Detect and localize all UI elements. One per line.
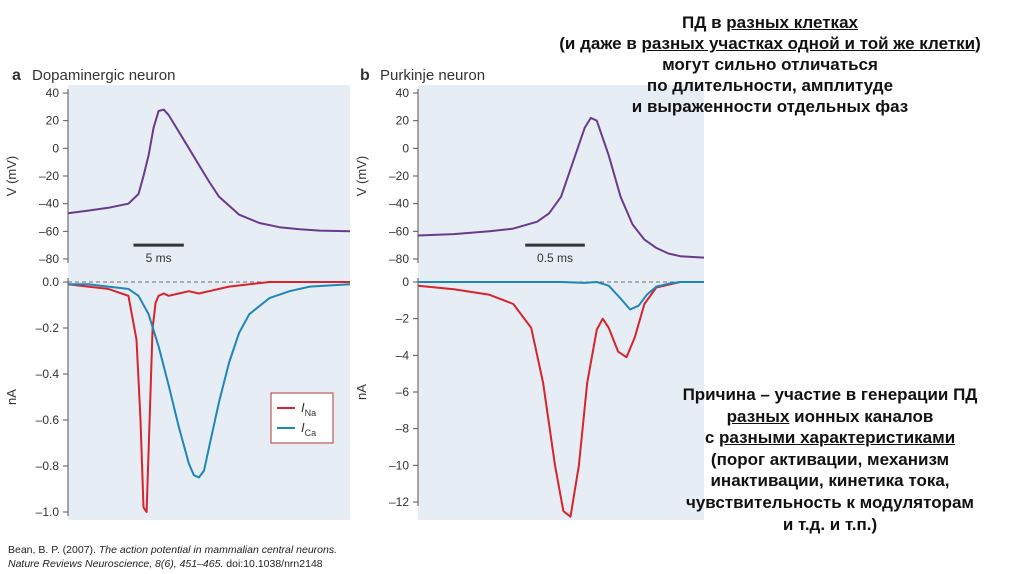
reason-text: Причина – участие в генерации ПД разных … [640,384,1020,535]
heading-line-5: и выраженности отдельных фаз [631,97,909,116]
b_voltage-tick-label: –40 [389,197,409,211]
a_current-tick-label: –0.6 [36,413,60,427]
citation-line-1: Bean, B. P. (2007). The action potential… [8,544,338,556]
b_voltage-series-v-line [417,116,705,259]
panel-a-letter: a [12,67,21,84]
a_voltage-tick-label: –60 [39,224,59,238]
b_current-tick-label: 0 [402,275,409,289]
b_current-tick-label: –12 [389,495,409,509]
a_current-legend-box [270,392,334,444]
a_current-tick-label: –1.0 [36,505,60,519]
reason-line-2: разных ионных каналов [726,406,934,426]
heading-line-1: ПД в разных клетках [682,13,858,32]
b_voltage-tick-label: –80 [389,252,409,266]
b_voltage-tick-label: 0 [402,141,409,155]
a_current-legend-label: ICa [301,420,316,438]
b_current-tick-label: –2 [396,312,410,326]
a_voltage-tick-label: 0 [52,141,59,155]
a_voltage-scale-bar-label: 5 ms [146,251,172,265]
a_voltage-tick-label: –40 [39,197,59,211]
reason-line-7: и т.д. и т.п.) [782,514,878,534]
b_current-series-na-line [417,281,704,518]
b_voltage-y-label: V (mV) [354,156,369,196]
a_voltage-series-v-line [67,108,351,233]
reason-underlined-1: разных [726,406,790,426]
b_current-plot: 0 –2 –4 –6 –8 –10 –12 nA [354,275,704,518]
reason-line-5: инактивации, кинетика тока, [710,471,950,491]
a_current-plot: 0.0 –0.2 –0.4 –0.6 –0.8 –1.0 nA INa ICa [4,275,351,519]
b_voltage-tick-label: –60 [389,224,409,238]
b_current-y-label: nA [354,384,369,400]
citation: Bean, B. P. (2007). The action potential… [8,543,337,571]
heading-underlined-2: разных участках одной и той же клетки [641,34,976,53]
a_voltage-tick-label: –20 [39,169,59,183]
a_current-tick-label: –0.8 [36,459,60,473]
panel-a-title: Dopaminergic neuron [32,67,175,84]
a_current-tick-label: 0.0 [42,275,59,289]
a_voltage-tick-label: 40 [46,86,60,100]
panel-b-title: Purkinje neuron [380,67,485,84]
a_voltage-tick-label: –80 [39,252,59,266]
b_voltage-tick-label: –20 [389,169,409,183]
a_current-series-ca-line [68,283,351,479]
a_voltage-y-label: V (mV) [4,156,19,196]
a_current-y-label: nA [4,389,19,405]
reason-line-1: Причина – участие в генерации ПД [682,385,978,404]
reason-line-4: (порог активации, механизм [710,449,950,469]
reason-underlined-2: разными характеристиками [719,428,956,448]
b_current-tick-label: –10 [389,458,409,472]
a_current-tick-label: –0.4 [36,367,60,381]
b_voltage-tick-label: 20 [396,114,410,128]
b_current-tick-label: –6 [396,385,410,399]
reason-line-3: с разными характеристиками [704,428,956,448]
reason-line-6: чувствительность к модуляторам [685,492,975,512]
heading-text: ПД в разных клетках (и даже в разных уча… [520,12,1020,117]
b_current-tick-label: –4 [396,348,410,362]
heading-line-3: могут сильно отличаться [662,55,878,74]
b_voltage-scale-bar-label: 0.5 ms [537,251,573,265]
b_voltage-plot: 40 20 0 –20 –40 –60 –80 V (mV) 0.5 ms [354,86,705,266]
a_current-series-na-line [67,281,350,513]
b_current-tick-label: –8 [396,422,410,436]
heading-underlined-1: разных клетках [726,13,858,32]
heading-line-4: по длительности, амплитуде [646,76,894,95]
b_current-series-ca-line [418,281,704,311]
heading-line-2: (и даже в разных участках одной и той же… [559,34,981,53]
a_current-tick-label: –0.2 [36,321,60,335]
b_voltage-tick-label: 40 [396,86,410,100]
panel-a-background [68,85,350,520]
a_voltage-tick-label: 20 [46,114,60,128]
a_voltage-plot: 40 20 0 –20 –40 –60 –80 V (mV) 5 ms [4,86,351,266]
a_current-legend-label: INa [301,400,316,418]
citation-line-2: Nature Reviews Neuroscience, 8(6), 451–4… [8,558,323,570]
panel-b-letter: b [360,67,370,84]
panel-b-background [418,85,704,520]
